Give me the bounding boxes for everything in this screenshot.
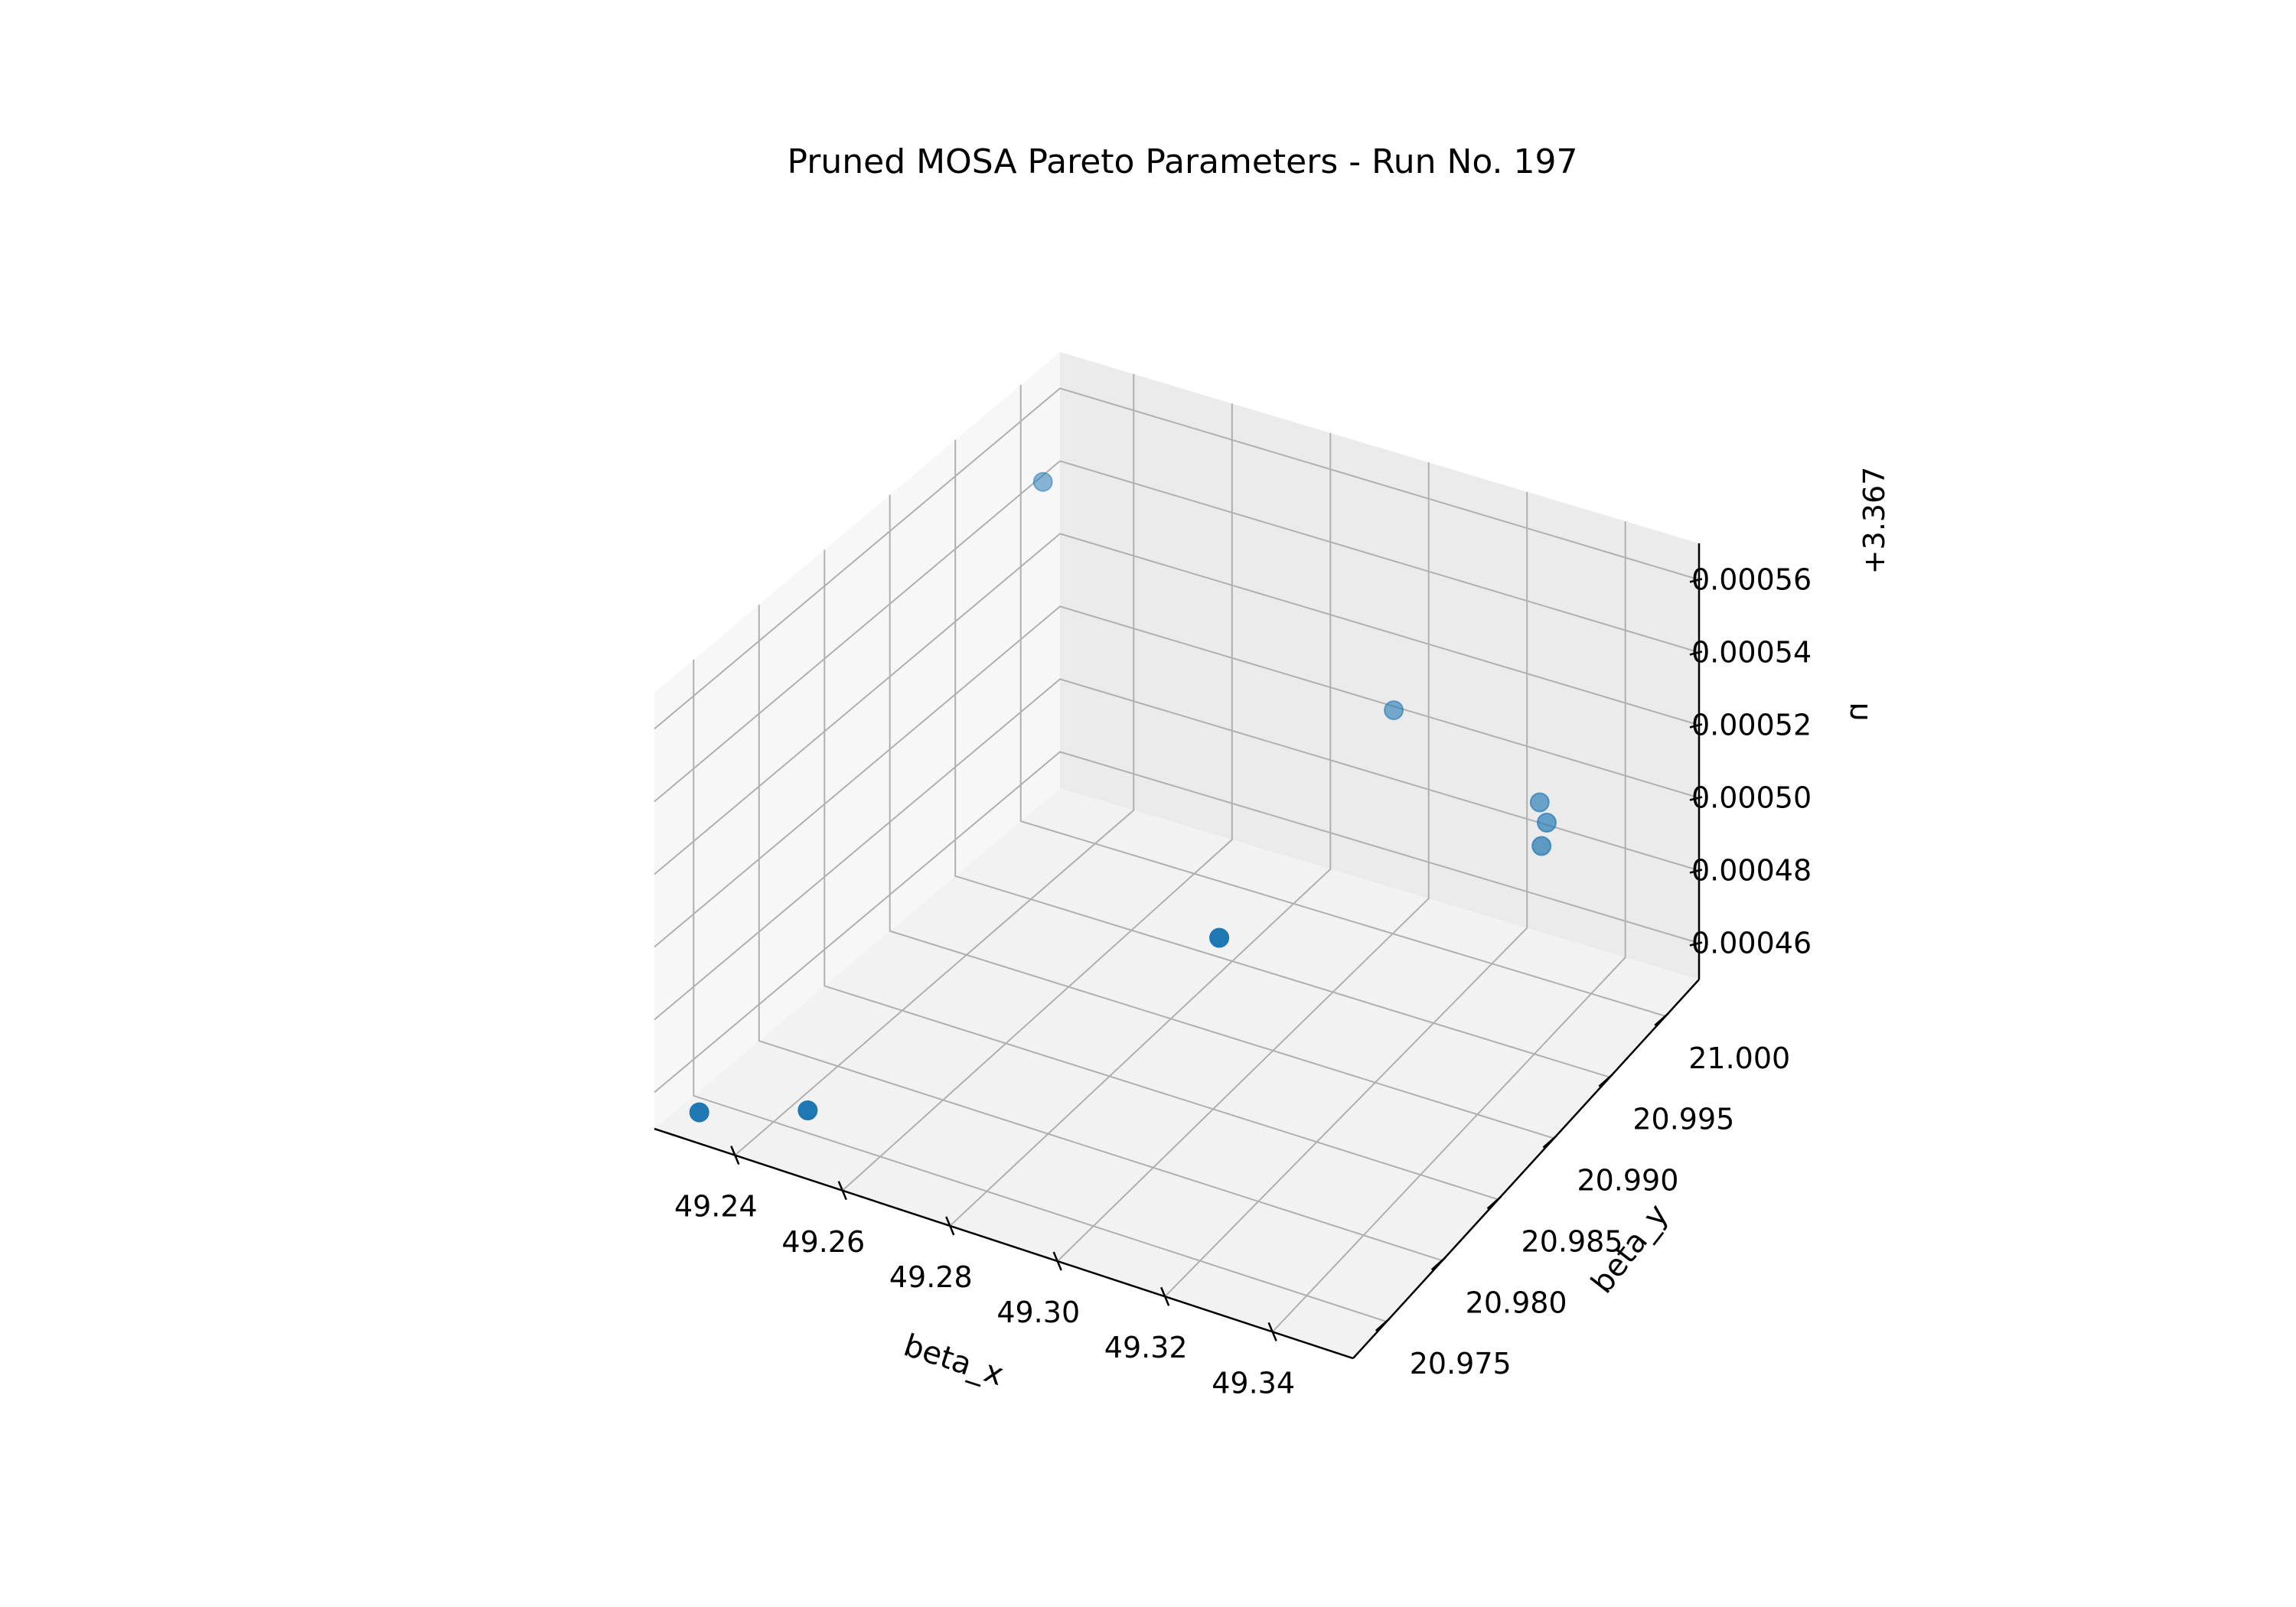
z-tick-label: 0.00056 — [1691, 563, 1812, 597]
data-point — [689, 1102, 709, 1123]
x-tick-label: 49.24 — [674, 1190, 758, 1224]
data-point — [1531, 836, 1552, 856]
floor-pane — [654, 788, 1699, 1358]
x-axis-label: beta_x — [899, 1328, 1008, 1393]
y-tick-mark — [1654, 1012, 1670, 1026]
x-gridline — [1164, 491, 1528, 1297]
x-tick-mark — [945, 1216, 955, 1236]
y-gridline — [758, 605, 1443, 1262]
z-tick-mark — [1689, 796, 1703, 801]
chart-title: Pruned MOSA Pareto Parameters - Run No. … — [788, 142, 1578, 181]
z-gridline — [654, 533, 1700, 875]
x-tick-label: 49.26 — [781, 1225, 865, 1259]
z-tick-label: 0.00050 — [1691, 781, 1812, 815]
y-tick-label: 20.990 — [1577, 1164, 1678, 1198]
x-tick-mark — [1267, 1322, 1277, 1341]
data-points — [689, 471, 1557, 1123]
x-gridline — [734, 373, 1135, 1156]
x-tick-label: 49.28 — [889, 1260, 973, 1294]
y-tick-label: 21.000 — [1688, 1041, 1790, 1075]
y-tick-label: 20.980 — [1466, 1286, 1567, 1319]
z-gridline — [654, 460, 1700, 803]
data-point — [1529, 792, 1550, 813]
z-tick-mark — [1689, 869, 1703, 874]
z-tick-label: 0.00046 — [1691, 927, 1812, 960]
x-tick-mark — [1052, 1251, 1062, 1271]
z-tick-label: 0.00054 — [1691, 636, 1812, 670]
axis-ticks: 49.24 49.26 49.28 49.30 49.32 49.34 20.975 20.9… — [674, 563, 1812, 1400]
y-gridline — [693, 659, 1388, 1323]
x-tick-mark — [1160, 1286, 1170, 1306]
z-axis-label: n — [1840, 702, 1875, 721]
data-point — [1384, 700, 1404, 721]
y-tick-mark — [1486, 1195, 1502, 1210]
grid-lines — [654, 373, 1700, 1333]
z-gridline — [654, 678, 1700, 1021]
z-tick-mark — [1689, 650, 1703, 656]
y-gridline — [1019, 385, 1666, 1017]
z-tick-mark — [1689, 941, 1703, 947]
z-gridline — [654, 751, 1700, 1094]
z-tick-mark — [1689, 723, 1703, 729]
z-gridline — [654, 605, 1700, 948]
x-tick-label: 49.30 — [996, 1296, 1080, 1329]
z-offset-label: +3.367 — [1857, 467, 1891, 575]
y-gridline — [889, 494, 1554, 1139]
data-point — [1209, 927, 1230, 948]
x-gridline — [949, 432, 1332, 1227]
z-tick-label: 0.00052 — [1691, 709, 1812, 742]
y-tick-mark — [1542, 1134, 1558, 1149]
x-tick-mark — [730, 1146, 740, 1165]
y-gridline — [823, 549, 1499, 1201]
y-gridline — [954, 439, 1610, 1078]
z-gridline — [654, 387, 1700, 730]
y-tick-label: 20.995 — [1632, 1103, 1734, 1136]
x-gridline — [842, 403, 1233, 1191]
x-tick-label: 49.34 — [1212, 1366, 1295, 1400]
data-point — [1032, 471, 1053, 492]
x-gridline — [1271, 521, 1626, 1333]
y-axis-line — [1352, 979, 1700, 1359]
y-tick-mark — [1375, 1318, 1391, 1332]
x-tick-label: 49.32 — [1104, 1331, 1188, 1364]
axis-lines — [654, 543, 1701, 1360]
z-tick-label: 0.00048 — [1691, 854, 1812, 888]
x-axis-line — [654, 1127, 1354, 1360]
y-tick-mark — [1598, 1073, 1614, 1087]
z-tick-mark — [1689, 578, 1703, 583]
y-tick-label: 20.975 — [1410, 1347, 1512, 1380]
data-point — [1537, 813, 1557, 833]
y-tick-mark — [1430, 1257, 1446, 1271]
x-gridline — [1057, 462, 1430, 1262]
data-point — [797, 1100, 818, 1120]
x-tick-mark — [837, 1181, 847, 1201]
y-tick-label: 20.985 — [1521, 1224, 1623, 1258]
